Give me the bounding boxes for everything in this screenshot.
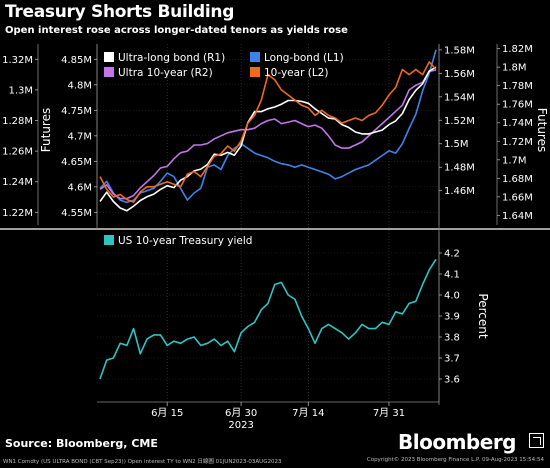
- y-tick-label: 4.85M: [61, 55, 92, 66]
- left-axis-title: Futures: [39, 108, 53, 152]
- y-tick-label: 4.2: [444, 249, 460, 260]
- y-tick-label: 1.22M: [2, 208, 33, 219]
- brand-logo: Bloomberg: [398, 430, 516, 454]
- y-tick-label: 1.8M: [502, 63, 527, 74]
- grid: [97, 44, 439, 402]
- legend-label: Ultra 10-year (R2): [118, 67, 213, 79]
- y-tick-label: 1.76M: [502, 100, 533, 111]
- legend-label: Long-bond (L1): [264, 52, 344, 64]
- y-tick-label: 4.55M: [61, 208, 92, 219]
- y-tick-label: 1.52M: [444, 116, 475, 127]
- legend-swatch: [250, 52, 260, 62]
- y-tick-label: 1.68M: [502, 174, 533, 185]
- chart-canvas: 6月 15 6月 30 7月 14 7月 31 2023 1.22M 1.24M 1.26M 1…: [0, 44, 550, 430]
- y-tick-label: 1.56M: [444, 69, 475, 80]
- chart-title: Treasury Shorts Building: [5, 2, 235, 22]
- legend-swatch: [104, 235, 114, 245]
- y-tick-label: 1.3M: [8, 85, 33, 96]
- y-tick-label: 1.32M: [2, 55, 33, 66]
- y-tick-label: 1.46M: [444, 186, 475, 197]
- y-tick-label: 1.66M: [502, 192, 533, 203]
- y-tick-label: 1.7M: [502, 155, 527, 166]
- chart-subtitle: Open interest rose across longer-dated t…: [5, 25, 348, 36]
- y-tick-label: 1.74M: [502, 118, 533, 129]
- source-note: Source: Bloomberg, CME: [5, 437, 158, 450]
- y-tick-label: 1.28M: [2, 116, 33, 127]
- axes: 6月 15 6月 30 7月 14 7月 31 2023 1.22M 1.24M 1.26M 1…: [2, 44, 549, 430]
- legend-label: US 10-year Treasury yield: [118, 235, 252, 247]
- y-tick-label: 1.48M: [444, 163, 475, 174]
- x-tick-label: 7月 14: [292, 407, 324, 419]
- legend-label: Ultra-long bond (R1): [118, 52, 225, 64]
- y-tick-label: 1.24M: [2, 177, 33, 188]
- x-tick-label: 6月 15: [151, 407, 183, 419]
- y-tick-label: 4.65M: [61, 157, 92, 168]
- y-tick-label: 4.7M: [67, 131, 92, 142]
- series-line-ultra-long-bond: [99, 66, 437, 212]
- legend-swatch: [250, 67, 260, 77]
- expand-icon[interactable]: [529, 433, 544, 448]
- series-line-us-10y-yield: [99, 258, 437, 380]
- bottom-axis-title: Percent: [476, 293, 490, 338]
- fine-print-right: Copyright© 2023 Bloomberg Finance L.P. 0…: [366, 457, 544, 463]
- series-line-ten-year: [99, 61, 437, 203]
- y-tick-label: 3.9: [444, 312, 460, 323]
- y-tick-label: 1.5M: [444, 139, 469, 150]
- y-tick-label: 1.72M: [502, 137, 533, 148]
- right-axis-title: Futures: [535, 108, 549, 152]
- y-tick-label: 4.6M: [67, 182, 92, 193]
- y-tick-label: 3.6: [444, 375, 460, 386]
- y-tick-label: 4.75M: [61, 106, 92, 117]
- fine-print: WN1 Comdty (US ULTRA BOND (CBT Sep23)) O…: [3, 459, 282, 465]
- legend-swatch: [104, 67, 114, 77]
- y-tick-label: 1.82M: [502, 44, 533, 55]
- bottom-panel-bg: [97, 229, 439, 402]
- y-tick-label: 1.54M: [444, 92, 475, 103]
- x-tick-label: 6月 30: [225, 407, 257, 419]
- y-tick-label: 4.8M: [67, 80, 92, 91]
- series-lines: [99, 49, 437, 380]
- legend-swatch: [104, 52, 114, 62]
- y-tick-label: 4.0: [444, 291, 460, 302]
- y-tick-label: 3.7: [444, 354, 460, 365]
- y-tick-label: 4.1: [444, 270, 460, 281]
- legend: Ultra-long bond (R1) Long-bond (L1) Ultra …: [104, 52, 344, 247]
- y-tick-label: 1.78M: [502, 81, 533, 92]
- y-tick-label: 3.8: [444, 333, 460, 344]
- y-tick-label: 1.58M: [444, 45, 475, 56]
- y-tick-label: 1.26M: [2, 147, 33, 158]
- legend-label: 10-year (L2): [264, 67, 328, 79]
- series-line-ultra-10-year: [99, 69, 437, 200]
- x-year-label: 2023: [228, 420, 253, 430]
- y-tick-label: 1.64M: [502, 211, 533, 222]
- x-tick-label: 7月 31: [373, 407, 405, 419]
